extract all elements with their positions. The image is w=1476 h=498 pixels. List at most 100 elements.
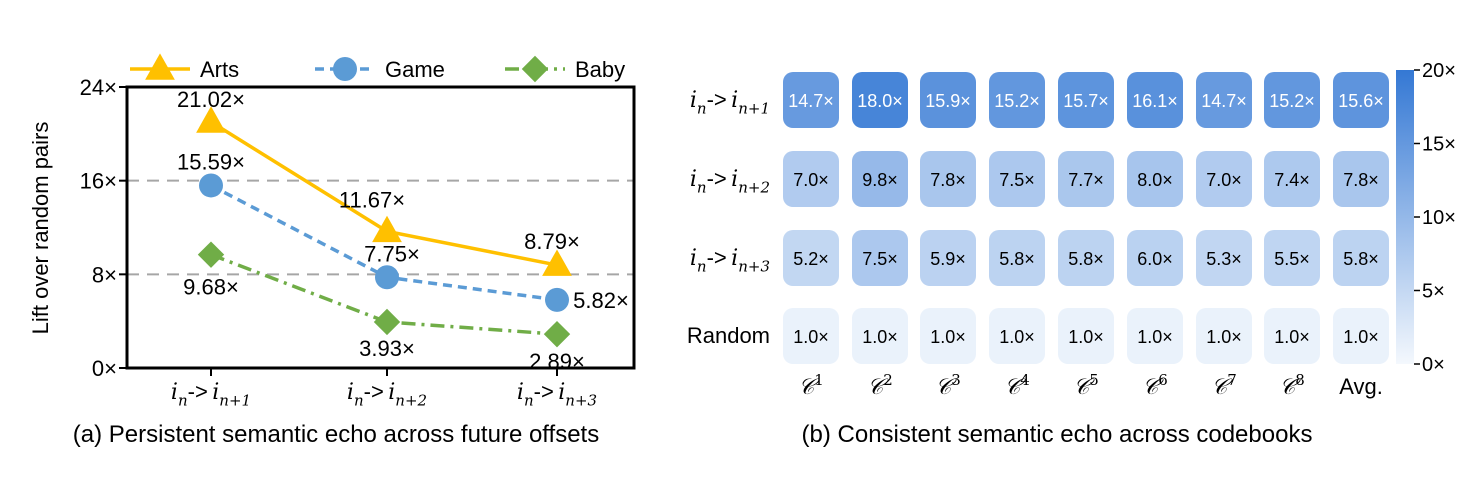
y-tick-label: 8× xyxy=(92,262,117,287)
data-label: 3.93× xyxy=(359,336,415,361)
y-tick-label: 0× xyxy=(92,356,117,381)
heatmap-cell xyxy=(1264,308,1320,364)
y-axis-label: Lift over random pairs xyxy=(28,122,53,335)
legend-label: Baby xyxy=(575,57,625,82)
cell-value: 5.8× xyxy=(1343,249,1379,269)
data-point-game xyxy=(199,173,223,198)
data-label: 11.67× xyxy=(339,187,405,212)
cell-value: 5.3× xyxy=(1206,249,1242,269)
row-label: in-> in+2 xyxy=(690,166,770,197)
heatmap-cell xyxy=(1058,72,1114,128)
cell-value: 7.5× xyxy=(999,170,1035,190)
heatmap-cell xyxy=(783,230,839,286)
heatmap-cell xyxy=(989,308,1045,364)
cell-value: 5.9× xyxy=(930,249,966,269)
column-labels: 𝒞1 𝒞2 𝒞3 𝒞4 𝒞5 𝒞6 𝒞7 𝒞8 Avg. xyxy=(798,371,1383,400)
data-point-arts xyxy=(372,215,402,243)
heatmap-cell xyxy=(1333,308,1389,364)
cell-value: 7.7× xyxy=(1068,170,1104,190)
column-label: 𝒞1 xyxy=(798,371,824,400)
heatmap-cell xyxy=(920,72,976,128)
legend-label: Arts xyxy=(200,57,239,82)
heatmap-cell xyxy=(1058,230,1114,286)
column-label: 𝒞7 xyxy=(1211,371,1237,400)
plot-frame xyxy=(125,85,636,370)
cell-value: 1.0× xyxy=(793,327,829,347)
cell-value: 9.8× xyxy=(862,170,898,190)
heatmap-cell xyxy=(1127,308,1183,364)
heatmap-cell xyxy=(1127,72,1183,128)
row-label: Random xyxy=(687,323,770,348)
data-point-baby xyxy=(197,241,225,268)
heatmap-cell xyxy=(852,72,908,128)
cell-value: 7.0× xyxy=(793,170,829,190)
heatmap-cell xyxy=(1264,230,1320,286)
heatmap-cell xyxy=(989,72,1045,128)
series-line-baby xyxy=(210,253,558,336)
cell-value: 15.2× xyxy=(994,91,1040,111)
cell-value: 7.5× xyxy=(862,249,898,269)
cell-value: 7.0× xyxy=(1206,170,1242,190)
data-point-baby xyxy=(543,320,571,348)
y-tick-label: 16× xyxy=(80,169,117,194)
data-point-arts xyxy=(542,249,572,276)
cell-value: 16.1× xyxy=(1132,91,1178,111)
data-label: 5.82× xyxy=(573,288,629,313)
panel-b-caption: (b) Consistent semantic echo across code… xyxy=(802,421,1313,448)
data-point-baby xyxy=(373,308,401,336)
colorbar xyxy=(1396,70,1414,364)
heatmap-cell xyxy=(1127,230,1183,286)
legend-label: Game xyxy=(385,57,445,82)
cell-value: 15.7× xyxy=(1063,91,1109,111)
cell-value: 7.8× xyxy=(930,170,966,190)
heatmap-cell xyxy=(920,230,976,286)
heatmap-cell xyxy=(989,151,1045,207)
heatmap-cell xyxy=(852,308,908,364)
heatmap-cell xyxy=(920,308,976,364)
cell-value: 1.0× xyxy=(930,327,966,347)
x-tick-label: in-> in+1 xyxy=(171,379,251,410)
data-labels: 21.02× 11.67× 8.79× 15.59× 7.75× 5.82× 9.68× 3.… xyxy=(177,87,629,374)
cell-value: 6.0× xyxy=(1137,249,1173,269)
cell-value: 15.6× xyxy=(1338,91,1384,111)
cell-value: 15.9× xyxy=(925,91,971,111)
row-labels: in-> in+1 in-> in+2 in-> in+3 Random xyxy=(687,87,770,348)
cell-value: 8.0× xyxy=(1137,170,1173,190)
heatmap-cell xyxy=(1058,308,1114,364)
data-label: 21.02× xyxy=(177,87,245,112)
legend: Arts Game Baby xyxy=(130,53,625,83)
heatmap-cells: 14.7× 18.0× 15.9× 15.2× 15.7× 16.1× 14.7× 15.2×… xyxy=(783,72,1389,364)
colorbar-tick-label: 0× xyxy=(1422,354,1445,376)
data-label: 8.79× xyxy=(524,229,580,254)
panel-a-caption: (a) Persistent semantic echo across futu… xyxy=(73,421,599,448)
heatmap-cell xyxy=(1333,72,1389,128)
colorbar-tick-label: 15× xyxy=(1422,134,1456,156)
data-label: 15.59× xyxy=(177,149,245,174)
cell-value: 1.0× xyxy=(1068,327,1104,347)
line-chart-panel: 21.02× 11.67× 8.79× 15.59× 7.75× 5.82× 9.68× 3.… xyxy=(28,53,636,448)
y-tick-label: 24× xyxy=(80,75,117,100)
cell-value: 5.8× xyxy=(999,249,1035,269)
heatmap-cell xyxy=(1333,230,1389,286)
column-label: 𝒞2 xyxy=(867,371,893,400)
series-markers xyxy=(196,106,572,348)
heatmap-cell xyxy=(1196,151,1252,207)
data-label: 7.75× xyxy=(364,241,420,266)
heatmap-cell xyxy=(852,230,908,286)
legend-marker xyxy=(145,53,175,80)
heatmap-panel: 14.7× 18.0× 15.9× 15.2× 15.7× 16.1× 14.7× 15.2×… xyxy=(687,60,1456,448)
heatmap-cell xyxy=(783,308,839,364)
cell-value: 5.5× xyxy=(1274,249,1310,269)
cell-value: 1.0× xyxy=(862,327,898,347)
legend-marker xyxy=(521,55,549,83)
column-label: Avg. xyxy=(1339,374,1383,399)
colorbar-tick-label: 20× xyxy=(1422,60,1456,82)
cell-value: 5.2× xyxy=(793,249,829,269)
heatmap-cell xyxy=(1196,72,1252,128)
row-label: in-> in+1 xyxy=(690,87,770,118)
cell-value: 14.7× xyxy=(788,91,834,111)
x-tick-label: in-> in+2 xyxy=(347,379,427,410)
cell-value: 1.0× xyxy=(1137,327,1173,347)
cell-value: 1.0× xyxy=(1343,327,1379,347)
